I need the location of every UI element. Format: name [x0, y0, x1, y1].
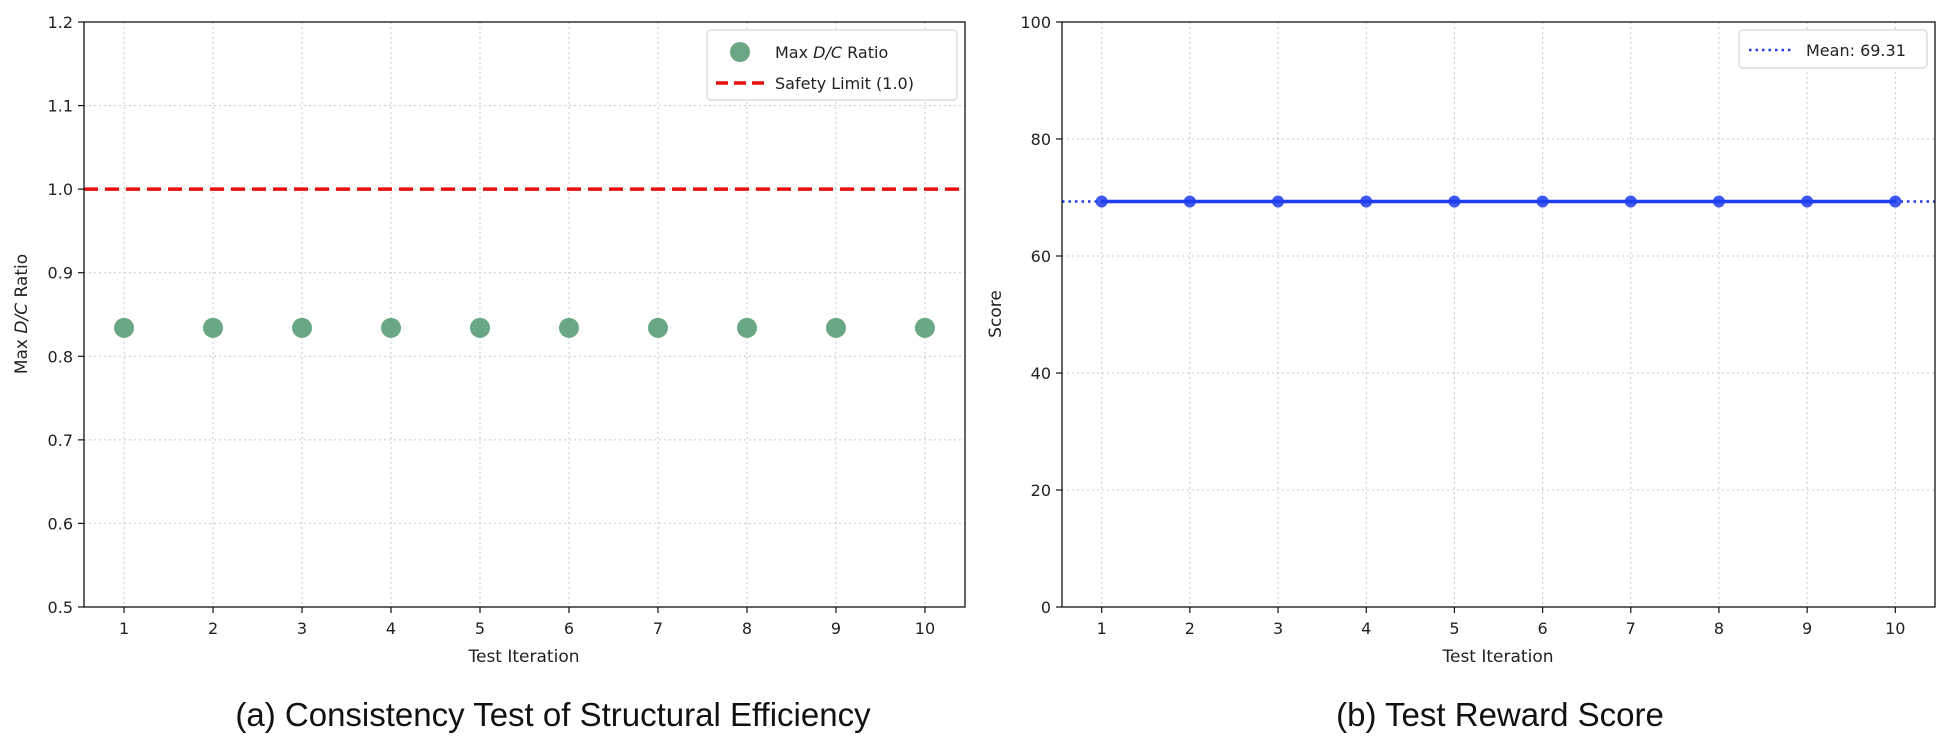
y-tick-label: 40 — [1031, 364, 1051, 383]
data-point — [1712, 195, 1725, 208]
x-tick-label: 9 — [831, 619, 841, 638]
data-point — [1095, 195, 1108, 208]
x-tick-label: 1 — [119, 619, 129, 638]
y-tick-label: 0.7 — [48, 431, 73, 450]
data-point — [470, 317, 491, 338]
legend-label-dc-ratio: Max D/C Ratio — [775, 43, 888, 62]
data-point — [114, 317, 135, 338]
data-point — [1624, 195, 1637, 208]
y-tick-label: 1.1 — [48, 97, 73, 116]
data-point — [1801, 195, 1814, 208]
x-tick-label: 8 — [742, 619, 752, 638]
x-tick-label: 4 — [386, 619, 396, 638]
x-tick-label: 3 — [297, 619, 307, 638]
y-tick-label: 0.8 — [48, 347, 73, 366]
data-point — [1889, 195, 1902, 208]
data-point — [1536, 195, 1549, 208]
x-axis-label-a: Test Iteration — [468, 647, 580, 667]
data-point — [203, 317, 224, 338]
x-tick-label: 7 — [1626, 619, 1636, 638]
x-tick-label: 9 — [1802, 619, 1812, 638]
x-tick-label: 7 — [653, 619, 663, 638]
chart-a: 1 2 3 4 5 6 7 8 9 10 0.5 0.6 0.7 0.8 0.9 1.0 1.1 1.2 Tes… — [12, 13, 966, 733]
y-tick-label: 80 — [1031, 130, 1051, 149]
data-point — [292, 317, 313, 338]
legend-box-a — [706, 29, 958, 101]
data-point — [914, 317, 935, 338]
y-tick-label: 100 — [1020, 13, 1051, 32]
y-tick-label: 60 — [1031, 247, 1051, 266]
x-tick-label: 5 — [1449, 619, 1459, 638]
caption-a: (a) Consistency Test of Structural Effic… — [235, 696, 871, 733]
legend-marker-dc-ratio — [730, 42, 750, 62]
x-tick-label: 3 — [1273, 619, 1283, 638]
data-point — [736, 317, 757, 338]
y-tick-label: 1.2 — [48, 13, 73, 32]
data-point — [558, 317, 579, 338]
x-tick-label: 1 — [1097, 619, 1107, 638]
x-tick-label: 2 — [208, 619, 218, 638]
points-b — [1095, 195, 1902, 208]
x-tick-label: 6 — [564, 619, 574, 638]
y-tick-label: 0 — [1041, 598, 1051, 617]
x-tick-label: 10 — [915, 619, 935, 638]
y-ticks-a: 0.5 0.6 0.7 0.8 0.9 1.0 1.1 1.2 — [48, 13, 84, 617]
data-point — [1448, 195, 1461, 208]
y-tick-label: 0.5 — [48, 598, 73, 617]
plot-frame-b — [1061, 21, 1936, 608]
legend-box-b — [1738, 29, 1928, 69]
x-tick-label: 2 — [1185, 619, 1195, 638]
x-ticks-a: 1 2 3 4 5 6 7 8 9 10 — [119, 607, 935, 638]
y-tick-label: 0.6 — [48, 514, 73, 533]
y-axis-label-b: Score — [986, 290, 1006, 338]
x-axis-label-b: Test Iteration — [1442, 647, 1554, 667]
x-tick-label: 4 — [1361, 619, 1371, 638]
y-tick-label: 0.9 — [48, 264, 73, 283]
x-tick-label: 5 — [475, 619, 485, 638]
x-tick-label: 8 — [1714, 619, 1724, 638]
y-tick-label: 1.0 — [48, 180, 73, 199]
legend-label-mean: Mean: 69.31 — [1806, 41, 1906, 60]
y-tick-label: 20 — [1031, 481, 1051, 500]
caption-b: (b) Test Reward Score — [1336, 696, 1664, 733]
data-point — [647, 317, 668, 338]
data-point — [1183, 195, 1196, 208]
x-tick-label: 6 — [1537, 619, 1547, 638]
data-point — [825, 317, 846, 338]
legend-b: Mean: 69.31 — [1738, 29, 1928, 69]
legend-label-safety-limit: Safety Limit (1.0) — [775, 74, 914, 93]
x-tick-label: 10 — [1885, 619, 1905, 638]
plot-area-a — [84, 22, 965, 607]
data-point — [1360, 195, 1373, 208]
y-axis-label-a: Max D/C Ratio — [12, 254, 32, 374]
x-ticks-b: 1 2 3 4 5 6 7 8 9 10 — [1097, 607, 1905, 638]
plot-frame-a — [83, 21, 966, 608]
points-a — [114, 317, 935, 338]
data-point — [381, 317, 402, 338]
plot-area-b — [1062, 22, 1935, 607]
data-point — [1272, 195, 1285, 208]
y-ticks-b: 0 20 40 60 80 100 — [1020, 13, 1062, 617]
legend-a: Max D/C Ratio Safety Limit (1.0) — [706, 29, 958, 101]
